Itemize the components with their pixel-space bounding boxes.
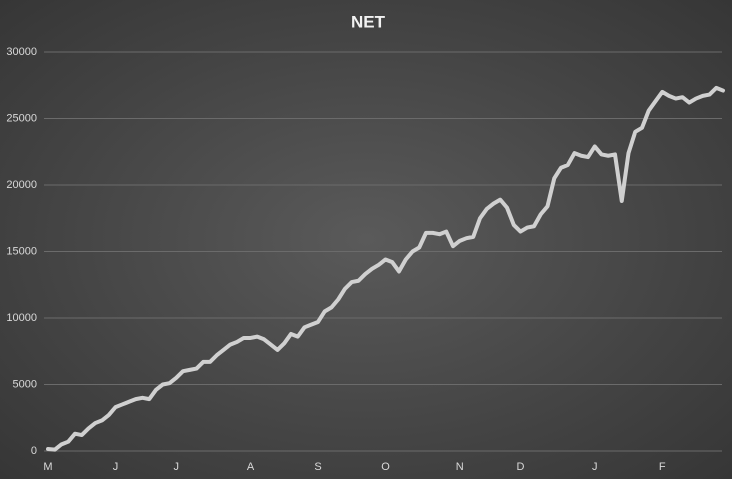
- y-tick-label: 15000: [6, 245, 37, 257]
- y-tick-label: 30000: [6, 46, 37, 58]
- x-tick-label: N: [456, 461, 464, 473]
- x-tick-label: J: [174, 461, 180, 473]
- x-tick-label: F: [659, 461, 666, 473]
- y-tick-label: 0: [31, 445, 37, 457]
- x-tick-label: D: [517, 461, 525, 473]
- y-tick-label: 10000: [6, 312, 37, 324]
- x-tick-label: M: [43, 461, 52, 473]
- x-tick-label: S: [314, 461, 321, 473]
- x-tick-label: O: [381, 461, 390, 473]
- line-series: [46, 85, 725, 452]
- x-tick-label: A: [247, 461, 255, 473]
- x-tick-label: J: [592, 461, 598, 473]
- chart-title: NET: [351, 12, 386, 31]
- x-tick-label: J: [113, 461, 119, 473]
- y-tick-label: 20000: [6, 179, 37, 191]
- y-tick-label: 5000: [13, 378, 37, 390]
- y-tick-label: 25000: [6, 112, 37, 124]
